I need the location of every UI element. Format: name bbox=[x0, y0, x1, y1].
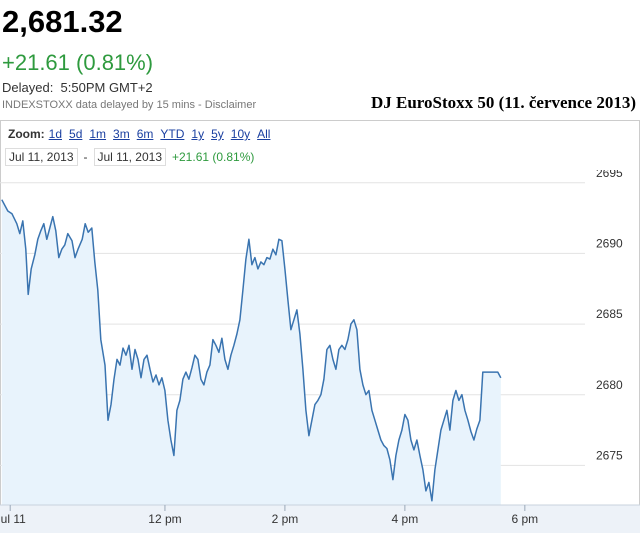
zoom-option[interactable]: 1m bbox=[89, 127, 107, 141]
date-range: Jul 11, 2013 - Jul 11, 2013 +21.61 (0.81… bbox=[5, 148, 254, 166]
x-tick-label: 6 pm bbox=[511, 512, 538, 526]
y-tick-label: 2680 bbox=[596, 378, 623, 392]
zoom-label: Zoom: bbox=[8, 127, 45, 141]
zoom-option[interactable]: YTD bbox=[160, 127, 185, 141]
zoom-option[interactable]: 3m bbox=[113, 127, 130, 141]
y-tick-label: 2690 bbox=[596, 237, 623, 251]
price-line bbox=[1, 199, 502, 502]
zoom-option[interactable]: 5d bbox=[69, 127, 83, 141]
x-tick-label: Jul 11 bbox=[0, 512, 26, 526]
chart: 2675 2680 2685 2690 2695 Jul 11 12 pm 2 pm 4 pm 6… bbox=[0, 170, 640, 533]
zoom-option[interactable]: 6m bbox=[136, 127, 154, 141]
zoom-option[interactable]: 1y bbox=[191, 127, 205, 141]
x-axis-bar bbox=[0, 505, 640, 533]
y-tick-label: 2675 bbox=[596, 449, 623, 463]
zoom-option[interactable]: 5y bbox=[211, 127, 224, 141]
x-tick-label: 12 pm bbox=[148, 512, 181, 526]
zoom-option[interactable]: 1d bbox=[48, 127, 63, 141]
zoom-option[interactable]: All bbox=[257, 127, 271, 141]
date-separator: - bbox=[83, 150, 88, 164]
delay-note: Delayed: 5:50PM GMT+2 bbox=[2, 80, 153, 95]
price: 2,681.32 bbox=[2, 4, 123, 39]
zoom-option[interactable]: 10y bbox=[230, 127, 251, 141]
end-date[interactable]: Jul 11, 2013 bbox=[93, 148, 166, 166]
start-date[interactable]: Jul 11, 2013 bbox=[5, 148, 78, 166]
source-note[interactable]: INDEXSTOXX data delayed by 15 mins - Dis… bbox=[2, 99, 257, 111]
area bbox=[1, 199, 501, 505]
y-tick-label: 2685 bbox=[596, 307, 623, 321]
zoom-bar: Zoom: 1d 5d 1m 3m 6m YTD 1y 5y 10y All bbox=[8, 127, 277, 141]
x-tick-label: 2 pm bbox=[272, 512, 299, 526]
x-tick-label: 4 pm bbox=[392, 512, 419, 526]
y-tick-label: 2695 bbox=[596, 170, 623, 180]
chart-title: DJ EuroStoxx 50 (11. července 2013) bbox=[370, 93, 636, 112]
range-change: +21.61 (0.81%) bbox=[172, 150, 255, 164]
price-change: +21.61 (0.81%) bbox=[2, 50, 154, 75]
